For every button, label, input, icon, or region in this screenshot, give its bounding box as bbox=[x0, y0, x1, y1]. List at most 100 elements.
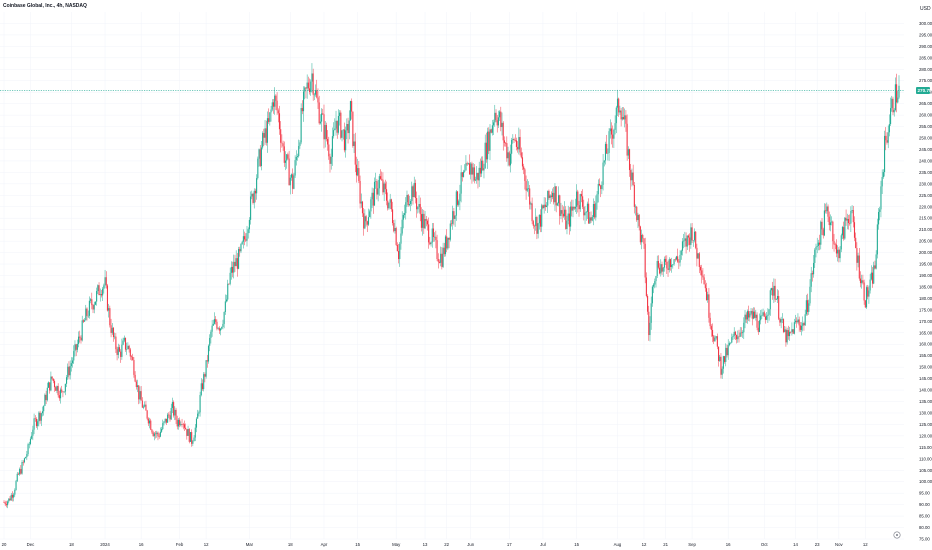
candle-body bbox=[788, 331, 791, 337]
candle-body bbox=[839, 249, 841, 259]
candle-body bbox=[828, 216, 830, 226]
y-tick-label: 130.00 bbox=[919, 410, 932, 415]
candle-body bbox=[414, 182, 416, 199]
candle-body bbox=[67, 366, 69, 378]
candle-body bbox=[662, 267, 664, 272]
candle-body bbox=[855, 237, 857, 249]
candle-body bbox=[858, 255, 860, 279]
candle-body bbox=[508, 152, 510, 166]
candle-body bbox=[755, 314, 757, 318]
candle-body bbox=[55, 387, 57, 391]
candle-body bbox=[99, 294, 101, 296]
candle-body bbox=[564, 209, 566, 217]
candle-body bbox=[666, 261, 668, 269]
candle-body bbox=[472, 167, 474, 175]
candle-body bbox=[775, 299, 777, 300]
candle-body bbox=[389, 199, 391, 203]
candle-body bbox=[462, 171, 465, 177]
candle-body bbox=[485, 142, 487, 160]
candle-body bbox=[416, 198, 418, 210]
candle-body bbox=[625, 115, 627, 124]
candle-body bbox=[293, 175, 295, 189]
candle-body bbox=[217, 328, 219, 329]
candle-body bbox=[31, 435, 33, 439]
candle-body bbox=[626, 123, 628, 156]
candle-body bbox=[304, 87, 306, 92]
candle-body bbox=[46, 387, 48, 401]
y-tick-label: 110.00 bbox=[919, 456, 932, 461]
candle-body bbox=[444, 236, 447, 255]
candle-body bbox=[810, 273, 812, 287]
candle-body bbox=[847, 219, 850, 224]
candle-body bbox=[272, 102, 275, 107]
candle-body bbox=[844, 217, 846, 239]
settings-icon[interactable] bbox=[893, 531, 901, 539]
candle-body bbox=[542, 205, 544, 209]
candle-body bbox=[645, 277, 647, 296]
candle-body bbox=[752, 311, 754, 319]
candle-body bbox=[441, 253, 443, 267]
candle-body bbox=[20, 469, 22, 474]
candle-body bbox=[313, 94, 315, 96]
candle-body bbox=[450, 223, 453, 225]
candle-body bbox=[760, 315, 762, 321]
candle-body bbox=[34, 418, 36, 419]
y-tick-label: 220.00 bbox=[919, 204, 932, 209]
candle-body bbox=[884, 135, 886, 173]
candle-body bbox=[76, 343, 78, 350]
candle-body bbox=[570, 206, 572, 227]
candle-body bbox=[732, 335, 734, 338]
candle-body bbox=[283, 146, 285, 163]
candle-body bbox=[770, 288, 773, 291]
candle-body bbox=[721, 368, 723, 375]
candle-body bbox=[620, 110, 622, 120]
y-tick-label: 275.00 bbox=[919, 78, 932, 83]
candle-body bbox=[734, 331, 736, 335]
y-tick-label: 185.00 bbox=[919, 284, 932, 289]
y-axis[interactable]: 75.00 80.00 85.00 90.00 95.00 100.00 105.00 110… bbox=[919, 21, 932, 542]
candle-body bbox=[877, 211, 880, 225]
candles[interactable] bbox=[3, 63, 900, 509]
candle-body bbox=[768, 309, 770, 315]
candle-body bbox=[808, 303, 810, 312]
candle-body bbox=[402, 214, 404, 220]
candle-body bbox=[155, 433, 157, 435]
candle-body bbox=[821, 221, 823, 230]
candle-body bbox=[191, 432, 193, 444]
candle-body bbox=[571, 206, 573, 211]
candle-body bbox=[843, 227, 845, 239]
candle-body bbox=[657, 260, 659, 268]
x-axis[interactable]: 20 Dec 18 2024 16 Feb 12 Mar 18 Apr 15 May 13 22 Jun 17… bbox=[2, 542, 869, 547]
candle-body bbox=[514, 140, 516, 141]
candle-body bbox=[401, 219, 403, 234]
x-tick-label: 15 bbox=[355, 542, 360, 547]
candle-body bbox=[720, 356, 722, 375]
candle-body bbox=[27, 444, 29, 455]
candle-body bbox=[851, 210, 853, 211]
candle-body bbox=[335, 120, 337, 129]
candle-body bbox=[306, 82, 308, 89]
candle-body bbox=[90, 299, 92, 301]
candle-body bbox=[93, 304, 95, 310]
candle-body bbox=[22, 462, 24, 463]
candle-body bbox=[436, 240, 438, 259]
candle-body bbox=[369, 211, 371, 218]
candle-body bbox=[550, 195, 552, 198]
candle-body bbox=[328, 144, 330, 157]
candle-body bbox=[733, 331, 735, 336]
candle-body bbox=[115, 336, 117, 350]
candle-body bbox=[881, 177, 883, 187]
candle-body bbox=[479, 167, 481, 174]
candle-body bbox=[144, 404, 146, 407]
candle-body bbox=[807, 300, 809, 312]
candle-body bbox=[834, 244, 836, 246]
candle-body bbox=[801, 325, 803, 330]
candle-body bbox=[327, 139, 329, 145]
candle-body bbox=[507, 152, 509, 159]
candle-body bbox=[651, 286, 653, 304]
candle-body bbox=[126, 349, 128, 350]
candle-body bbox=[193, 437, 195, 442]
candle-body bbox=[672, 264, 674, 265]
